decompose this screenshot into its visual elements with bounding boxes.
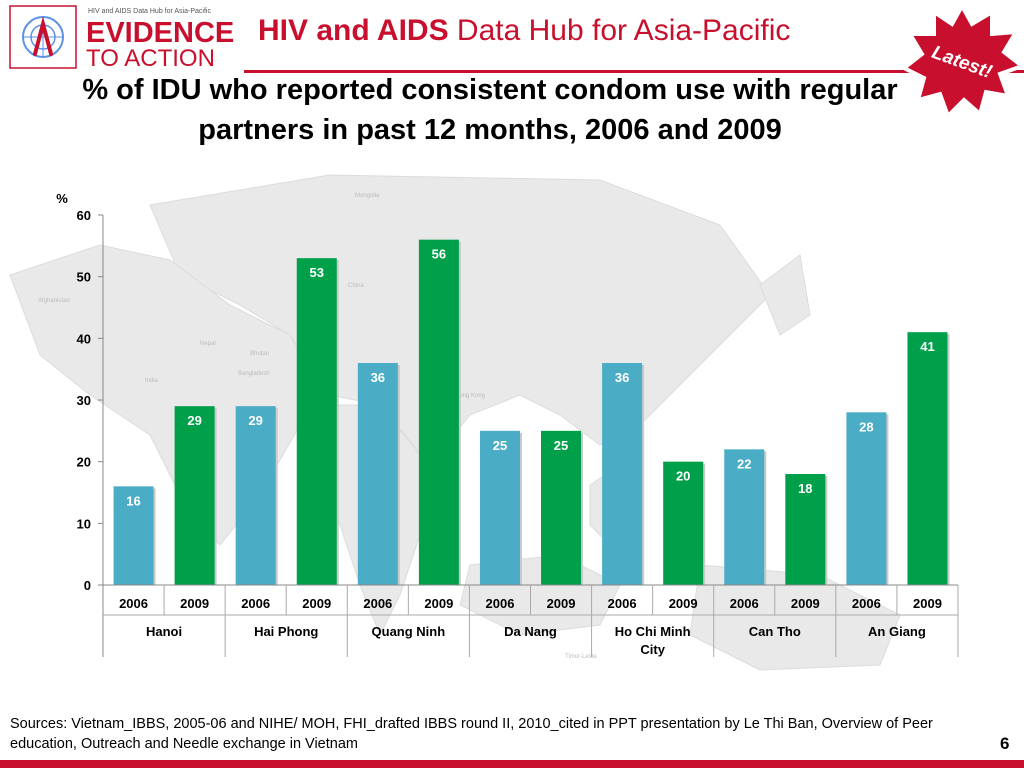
data-label-can-tho-2006: 22 xyxy=(737,456,751,471)
map-label-0: Mongolia xyxy=(355,193,380,199)
header-title-rest: Data Hub for Asia-Pacific xyxy=(456,14,791,47)
logo-line-2: TO ACTION xyxy=(86,45,215,70)
map-label-8: Timor-Leste xyxy=(565,654,597,660)
x-group-label-1: Hai Phong xyxy=(254,624,318,639)
y-tick-label-2: 20 xyxy=(77,455,91,470)
data-label-da-nang-2006: 25 xyxy=(493,438,507,453)
header-title-bold: HIV and AIDS xyxy=(258,14,449,47)
bar-quang-ninh-2009 xyxy=(418,239,459,585)
x-tick-year-3-2009: 2009 xyxy=(547,596,576,611)
y-tick-label-0: 0 xyxy=(84,578,91,593)
footer-bar xyxy=(0,760,1024,768)
bar-can-tho-2009 xyxy=(785,474,826,585)
map-label-7: Hong Kong xyxy=(455,393,485,399)
y-tick-label-3: 30 xyxy=(77,393,91,408)
bar-hanoi-2006 xyxy=(113,486,154,585)
page-number: 6 xyxy=(1000,734,1010,753)
x-group-label-4: Ho Chi Minh xyxy=(615,624,691,639)
data-label-can-tho-2009: 18 xyxy=(798,481,812,496)
x-tick-year-2-2009: 2009 xyxy=(424,596,453,611)
data-label-ho-chi-minh-city-2006: 36 xyxy=(615,370,629,385)
y-tick-label-5: 50 xyxy=(77,270,91,285)
y-axis-label: % xyxy=(56,191,68,206)
y-tick-label-4: 40 xyxy=(77,331,91,346)
x-group-label-6: An Giang xyxy=(868,624,926,639)
x-tick-year-5-2006: 2006 xyxy=(730,596,759,611)
map-label-3: Nepal xyxy=(200,341,216,347)
data-label-ho-chi-minh-city-2009: 20 xyxy=(676,469,690,484)
data-label-hai-phong-2006: 29 xyxy=(248,413,262,428)
x-tick-year-1-2009: 2009 xyxy=(302,596,331,611)
bar-da-nang-2009 xyxy=(541,430,582,585)
slide-title: % of IDU who reported consistent condom … xyxy=(82,74,898,146)
bar-chart: % 0 10 20 30 40 50 60 16 29 29 53 36 56 25 25 36 20 22 18… xyxy=(56,191,959,657)
x-tick-year-1-2006: 2006 xyxy=(241,596,270,611)
y-tick-label-6: 60 xyxy=(77,208,91,223)
latest-badge: Latest! xyxy=(900,2,1024,118)
x-tick-year-0-2006: 2006 xyxy=(119,596,148,611)
logo-tagline: HIV and AIDS Data Hub for Asia-Pacific xyxy=(88,8,211,15)
logo-line-1: EVIDENCE xyxy=(86,17,234,49)
map-label-6: India xyxy=(145,378,159,384)
data-label-hai-phong-2009: 53 xyxy=(310,265,324,280)
bar-an-giang-2006 xyxy=(846,412,887,585)
map-label-2: Afghanistan xyxy=(38,298,70,304)
y-tick-label-1: 10 xyxy=(77,516,91,531)
bar-can-tho-2006 xyxy=(724,449,765,585)
data-label-an-giang-2009: 41 xyxy=(920,339,934,354)
x-tick-year-6-2006: 2006 xyxy=(852,596,881,611)
x-tick-year-6-2009: 2009 xyxy=(913,596,942,611)
bar-quang-ninh-2006 xyxy=(357,363,398,585)
bar-hanoi-2009 xyxy=(174,406,215,585)
bar-ho-chi-minh-city-2006 xyxy=(602,363,643,585)
x-tick-year-4-2009: 2009 xyxy=(669,596,698,611)
data-label-da-nang-2009: 25 xyxy=(554,438,568,453)
un-emblem-icon xyxy=(22,16,64,58)
x-tick-year-2-2006: 2006 xyxy=(363,596,392,611)
bar-hai-phong-2006 xyxy=(235,406,276,585)
x-tick-year-3-2006: 2006 xyxy=(486,596,515,611)
x-group-label-3: Da Nang xyxy=(504,624,557,639)
data-label-quang-ninh-2009: 56 xyxy=(432,247,446,262)
starburst-icon xyxy=(900,2,1024,118)
map-label-4: Bhutan xyxy=(250,351,269,357)
data-label-hanoi-2006: 16 xyxy=(126,493,140,508)
bar-da-nang-2006 xyxy=(479,430,520,585)
bar-ho-chi-minh-city-2009 xyxy=(663,461,704,585)
sources-note: Sources: Vietnam_IBBS, 2005-06 and NIHE/… xyxy=(10,716,933,752)
map-label-5: Bangladesh xyxy=(238,371,270,377)
x-group-label-5: Can Tho xyxy=(749,624,801,639)
header-title: HIV and AIDS Data Hub for Asia-Pacific xyxy=(258,14,790,48)
x-group-label-2: Quang Ninh xyxy=(372,624,446,639)
x-group-label-0: Hanoi xyxy=(146,624,182,639)
x-group-label-4-line1: City xyxy=(640,642,665,657)
x-tick-year-5-2009: 2009 xyxy=(791,596,820,611)
bar-an-giang-2009 xyxy=(907,332,948,585)
data-label-hanoi-2009: 29 xyxy=(187,413,201,428)
data-label-an-giang-2006: 28 xyxy=(859,419,873,434)
data-label-quang-ninh-2006: 36 xyxy=(371,370,385,385)
x-tick-year-0-2009: 2009 xyxy=(180,596,209,611)
map-label-1: China xyxy=(348,283,364,289)
bar-hai-phong-2009 xyxy=(296,258,337,585)
evidence-to-action-logo: HIV and AIDS Data Hub for Asia-Pacific E… xyxy=(9,5,234,70)
header-divider xyxy=(244,70,1024,73)
x-tick-year-4-2006: 2006 xyxy=(608,596,637,611)
